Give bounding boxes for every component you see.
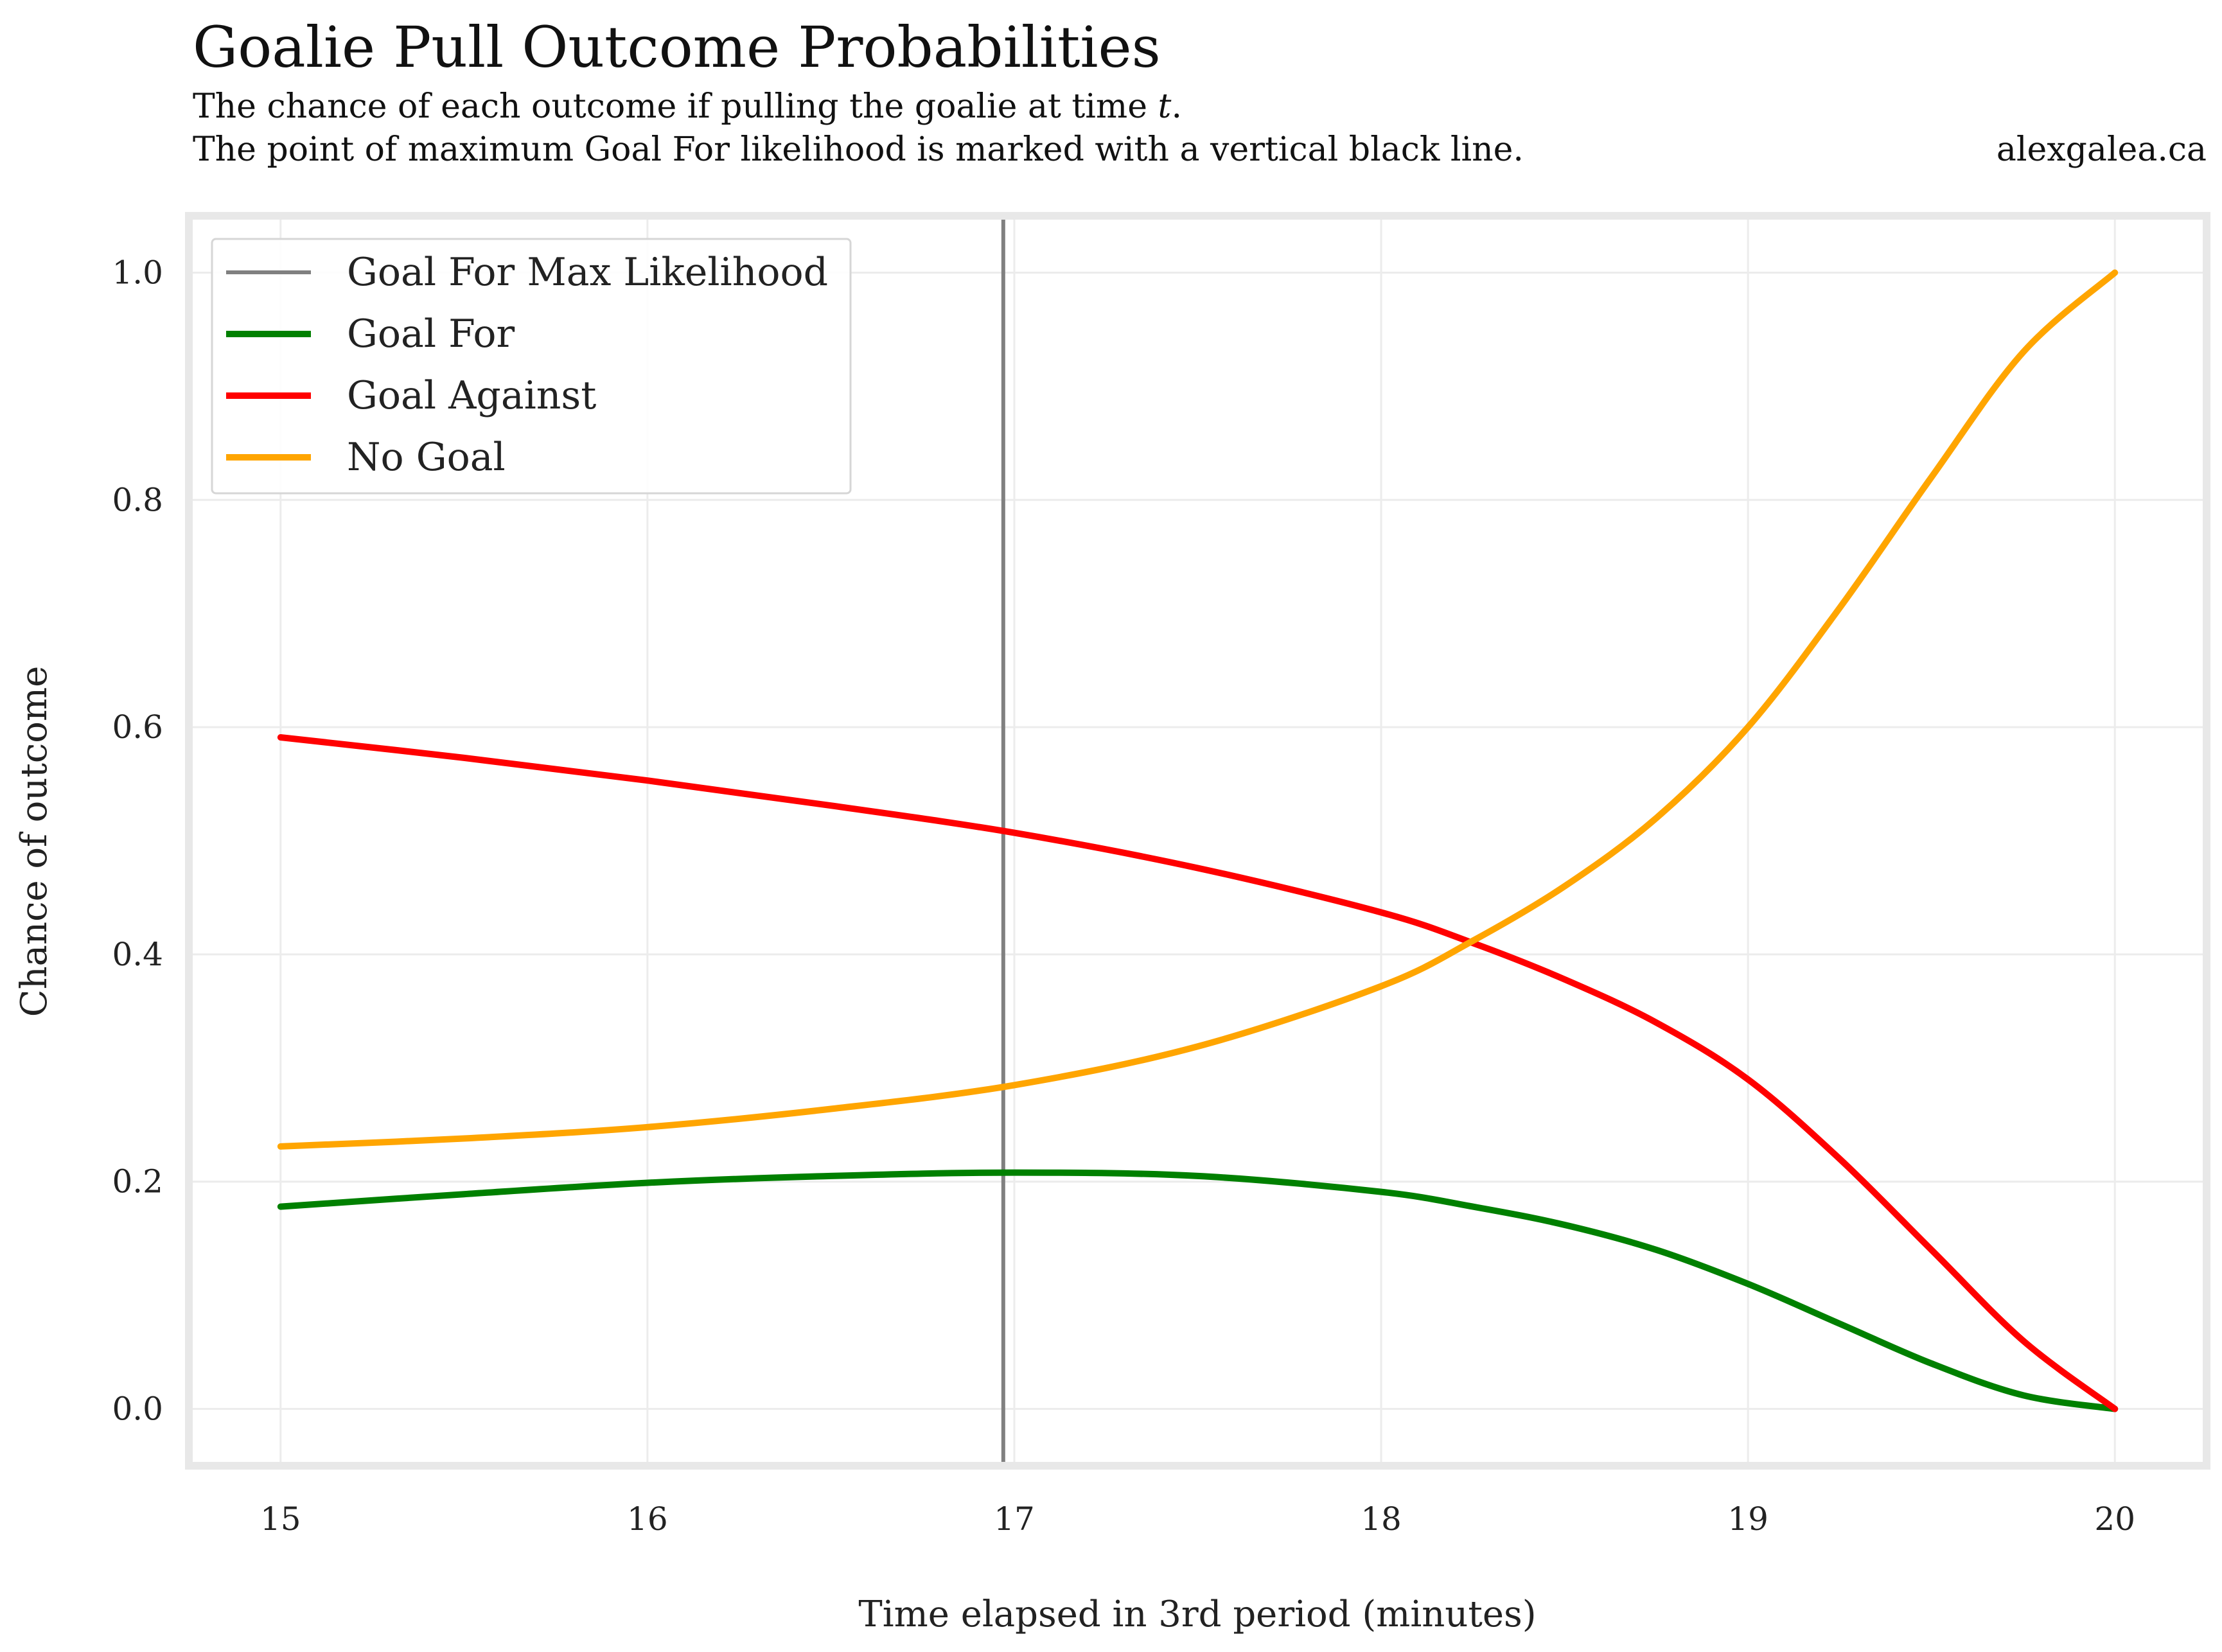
chart-title: Goalie Pull Outcome Probabilities	[193, 14, 1161, 80]
y-tick-label: 0.8	[112, 481, 163, 518]
y-tick-label: 0.2	[112, 1163, 163, 1200]
y-axis-label: Chance of outcome	[13, 666, 55, 1017]
series-line-no-goal	[277, 269, 2119, 1150]
x-axis-label: Time elapsed in 3rd period (minutes)	[858, 1594, 1536, 1635]
chart-subtitle-line2: The point of maximum Goal For likelihood…	[193, 130, 1524, 169]
legend-label-goal-for: Goal For	[347, 312, 515, 356]
x-tick-label: 19	[1727, 1500, 1768, 1538]
y-tick-label: 0.0	[112, 1391, 163, 1428]
legend-label-no-goal: No Goal	[347, 435, 506, 480]
legend: Goal For Max Likelihood Goal For Goal Agai…	[211, 238, 852, 495]
series-line-goal-for	[277, 1169, 2119, 1412]
x-tick-label: 16	[627, 1500, 668, 1538]
legend-label-goal-for-max-likelihood: Goal For Max Likelihood	[347, 250, 828, 295]
x-tick-label: 17	[994, 1500, 1035, 1538]
x-axis-ticks: 15 16 17 18 19 20	[260, 1500, 2135, 1538]
y-axis-ticks: 0.0 0.2 0.4 0.6 0.8 1.0	[112, 254, 163, 1427]
y-tick-label: 0.6	[112, 708, 163, 746]
chart-subtitle-line1: The chance of each outcome if pulling th…	[193, 87, 1182, 126]
y-tick-label: 1.0	[112, 254, 163, 291]
legend-box	[211, 238, 852, 495]
source-credit: alexgalea.ca	[1997, 130, 2207, 169]
y-tick-label: 0.4	[112, 936, 163, 973]
series-layer	[277, 269, 2119, 1412]
series-line-goal-against	[277, 734, 2119, 1412]
x-tick-label: 18	[1361, 1500, 1402, 1538]
legend-label-goal-against: Goal Against	[347, 373, 596, 418]
x-tick-label: 20	[2094, 1500, 2135, 1538]
x-tick-label: 15	[260, 1500, 301, 1538]
